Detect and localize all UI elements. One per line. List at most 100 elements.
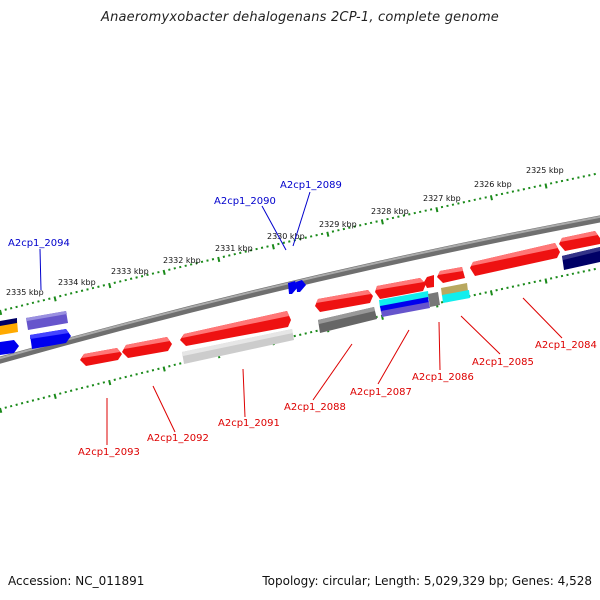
topology-label: Topology: circular; Length: 5,029,329 bp…	[262, 574, 592, 588]
minor-tick	[260, 246, 264, 250]
gene-label-2092: A2cp1_2092	[147, 433, 209, 444]
minor-tick	[173, 363, 176, 367]
gene-label-2086: A2cp1_2086	[412, 372, 474, 383]
forward-genes	[0, 231, 600, 335]
minor-tick	[37, 300, 40, 303]
minor-tick	[320, 232, 324, 236]
minor-tick	[440, 301, 444, 304]
minor-tick	[309, 235, 313, 238]
minor-tick	[48, 395, 51, 398]
minor-tick	[151, 369, 155, 372]
minor-tick	[15, 403, 18, 406]
major-tick	[0, 407, 3, 414]
minor-tick	[331, 230, 335, 233]
kbp-label-2332: 2332 kbp	[163, 256, 201, 265]
minor-tick	[20, 402, 24, 405]
minor-tick	[462, 201, 466, 204]
major-tick	[380, 219, 384, 225]
kbp-label-2333: 2333 kbp	[111, 267, 149, 276]
kbp-label-2326: 2326 kbp	[474, 180, 512, 189]
minor-tick	[168, 364, 171, 368]
minor-tick	[4, 406, 7, 409]
major-tick	[108, 282, 112, 289]
minor-tick	[593, 172, 596, 176]
minor-tick	[91, 286, 95, 290]
minor-tick	[80, 386, 84, 390]
major-tick	[271, 244, 275, 250]
minor-tick	[179, 362, 182, 365]
minor-tick	[42, 396, 46, 399]
gene-label-2090: A2cp1_2090	[214, 196, 276, 207]
minor-tick	[86, 385, 89, 388]
kbp-label-2325: 2325 kbp	[526, 166, 564, 175]
gene-label-2087: A2cp1_2087	[350, 387, 412, 398]
minor-tick	[80, 289, 84, 292]
map-title: Anaeromyxobacter dehalogenans 2CP-1, com…	[100, 10, 500, 25]
kbp-label-2328: 2328 kbp	[371, 207, 409, 216]
gene-label-2085: A2cp1_2085	[472, 357, 534, 368]
minor-tick	[151, 272, 155, 275]
minor-tick	[189, 263, 193, 266]
minor-tick	[59, 392, 62, 395]
minor-tick	[26, 400, 29, 404]
minor-tick	[309, 330, 313, 334]
minor-tick	[168, 268, 171, 271]
gene-label-2091: A2cp1_2091	[218, 418, 280, 429]
gene-a2cp1-2085-khaki	[441, 283, 468, 296]
minor-tick	[522, 187, 526, 191]
minor-tick	[391, 216, 395, 220]
reverse-genes	[0, 247, 600, 366]
minor-tick	[97, 285, 100, 288]
gene-a2cp1-2087-blue	[380, 297, 429, 312]
minor-tick	[293, 334, 296, 338]
minor-tick	[69, 292, 73, 295]
minor-tick	[31, 301, 35, 305]
major-tick	[435, 207, 439, 213]
gene-label-2084: A2cp1_2084	[535, 340, 597, 351]
gene-rev-left-blue	[0, 340, 19, 355]
major-tick	[0, 309, 3, 316]
gene-label-2093: A2cp1_2093	[78, 447, 140, 458]
gene-a2cp1-2087-cyan	[379, 291, 429, 308]
minor-tick	[249, 249, 253, 252]
minor-tick	[119, 280, 122, 283]
minor-tick	[413, 211, 416, 215]
kbp-label-2330: 2330 kbp	[267, 232, 305, 241]
minor-tick	[157, 367, 160, 371]
minor-tick	[473, 293, 476, 297]
kbp-label-2334: 2334 kbp	[58, 278, 96, 287]
gene-a2cp1-2085-cyan	[442, 290, 470, 303]
kbp-label-2329: 2329 kbp	[319, 220, 357, 229]
minor-tick	[102, 381, 106, 384]
minor-tick	[451, 203, 455, 206]
minor-tick	[200, 260, 204, 264]
minor-tick	[102, 284, 106, 287]
gene-a2cp1-2094	[26, 311, 68, 330]
major-tick	[53, 393, 57, 400]
gene-label-2094: A2cp1_2094	[8, 238, 70, 249]
major-tick	[489, 195, 493, 201]
minor-tick	[353, 225, 356, 228]
minor-tick	[233, 252, 236, 256]
major-tick	[217, 256, 221, 263]
minor-tick	[75, 388, 78, 391]
kbp-label-2335: 2335 kbp	[6, 288, 44, 297]
major-tick	[108, 379, 112, 386]
gene-label-2088: A2cp1_2088	[284, 402, 346, 413]
minor-tick	[113, 378, 116, 381]
minor-tick	[140, 371, 144, 375]
minor-tick	[97, 382, 100, 386]
minor-tick	[146, 370, 149, 373]
minor-tick	[522, 283, 526, 286]
major-tick	[544, 183, 548, 189]
minor-tick	[91, 383, 95, 387]
major-tick	[489, 290, 493, 296]
minor-tick	[473, 198, 476, 202]
minor-tick	[9, 307, 13, 310]
major-tick	[326, 231, 330, 237]
minor-tick	[593, 267, 596, 271]
minor-tick	[342, 227, 346, 231]
minor-tick	[37, 397, 40, 401]
minor-tick	[129, 277, 133, 281]
